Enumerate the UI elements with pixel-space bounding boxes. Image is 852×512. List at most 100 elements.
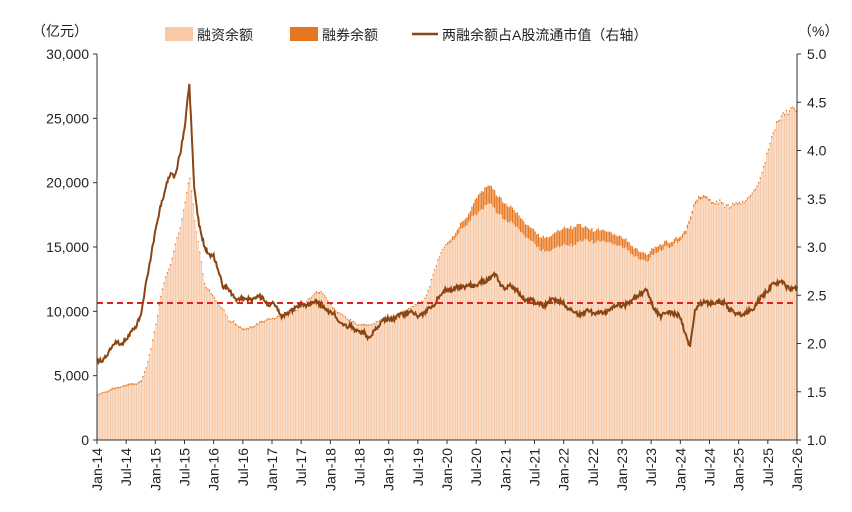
financing-bar	[471, 216, 473, 440]
financing-bar	[513, 224, 515, 440]
financing-bar	[226, 317, 228, 440]
financing-bar	[318, 293, 321, 440]
short-bar	[361, 324, 363, 326]
short-bar	[495, 195, 497, 214]
right-axis-unit-label: （%）	[798, 23, 838, 39]
short-bar	[497, 196, 499, 215]
short-bar	[421, 300, 423, 302]
financing-bar	[380, 320, 382, 440]
short-bar	[769, 142, 771, 145]
financing-bar	[213, 298, 215, 440]
short-bar	[664, 240, 666, 247]
short-bar	[709, 199, 711, 202]
financing-bar	[284, 316, 287, 440]
short-bar	[160, 295, 162, 298]
short-bar	[772, 132, 774, 134]
short-bar	[275, 317, 277, 320]
legend-swatch	[165, 27, 193, 41]
short-bar	[325, 297, 327, 299]
short-bar	[534, 231, 536, 245]
financing-bar	[422, 302, 424, 440]
financing-bar	[220, 308, 222, 440]
short-bar	[641, 251, 643, 260]
financing-bar	[746, 199, 749, 440]
short-bar	[652, 248, 655, 256]
financing-bar	[361, 325, 363, 440]
short-bar	[792, 106, 794, 109]
financing-bar	[581, 241, 583, 440]
short-bar	[223, 309, 225, 311]
financing-bar	[147, 362, 149, 440]
financing-bar	[101, 393, 104, 440]
short-bar	[759, 177, 761, 179]
short-bar	[511, 207, 514, 223]
financing-bar	[312, 296, 314, 440]
short-bar	[118, 387, 120, 389]
short-bar	[306, 300, 308, 302]
financing-bar	[299, 308, 301, 440]
short-bar	[131, 382, 133, 385]
financing-bar	[176, 238, 178, 440]
financing-bar	[492, 206, 494, 440]
short-bar	[184, 201, 186, 204]
short-bar	[374, 323, 376, 325]
short-bar	[628, 242, 630, 251]
short-bar	[194, 220, 196, 222]
short-bar	[100, 393, 102, 395]
financing-bar	[401, 312, 403, 440]
x-tick-label: Jan-23	[614, 448, 630, 491]
short-bar	[746, 197, 749, 200]
financing-bar	[121, 387, 123, 440]
short-bar	[634, 247, 637, 256]
financing-bar	[450, 242, 452, 440]
short-bar	[782, 112, 784, 114]
financing-bar	[178, 233, 180, 440]
financing-bar	[696, 202, 698, 440]
financing-bar	[328, 303, 330, 440]
financing-bar	[573, 244, 575, 440]
short-bar	[617, 236, 619, 247]
short-bar	[464, 218, 467, 227]
financing-bar	[617, 246, 619, 440]
financing-bar	[675, 241, 677, 440]
short-bar	[330, 303, 332, 306]
short-bar	[356, 324, 358, 326]
short-bar	[453, 235, 455, 240]
financing-bar	[540, 251, 543, 440]
financing-bar	[187, 184, 189, 440]
financing-bar	[304, 304, 306, 440]
financing-bar	[782, 113, 784, 440]
short-bar	[182, 209, 185, 211]
short-bar	[250, 326, 253, 329]
short-bar	[584, 226, 586, 239]
short-bar	[228, 320, 230, 322]
financing-bar	[260, 322, 262, 440]
financing-bar	[438, 257, 441, 440]
short-bar	[113, 387, 115, 390]
short-bar	[688, 220, 690, 225]
financing-bar	[116, 388, 118, 440]
financing-bar	[618, 245, 621, 440]
short-bar	[124, 385, 126, 387]
short-bar	[724, 206, 726, 209]
short-bar	[270, 318, 272, 320]
short-bar	[644, 253, 646, 261]
short-bar	[599, 230, 601, 242]
financing-bar	[544, 251, 546, 440]
short-bar	[372, 323, 374, 325]
financing-bar	[165, 277, 167, 440]
financing-bar	[643, 259, 645, 440]
financing-bar	[524, 237, 527, 440]
short-bar	[161, 288, 164, 291]
financing-bar	[628, 250, 630, 440]
short-bar	[706, 196, 708, 199]
short-bar	[370, 324, 373, 326]
financing-bar	[302, 304, 305, 440]
short-bar	[468, 213, 470, 223]
financing-bar	[195, 232, 198, 440]
short-bar	[119, 386, 121, 389]
financing-bar	[793, 109, 796, 440]
short-bar	[732, 202, 734, 205]
short-bar	[152, 339, 154, 341]
short-bar	[610, 232, 612, 243]
